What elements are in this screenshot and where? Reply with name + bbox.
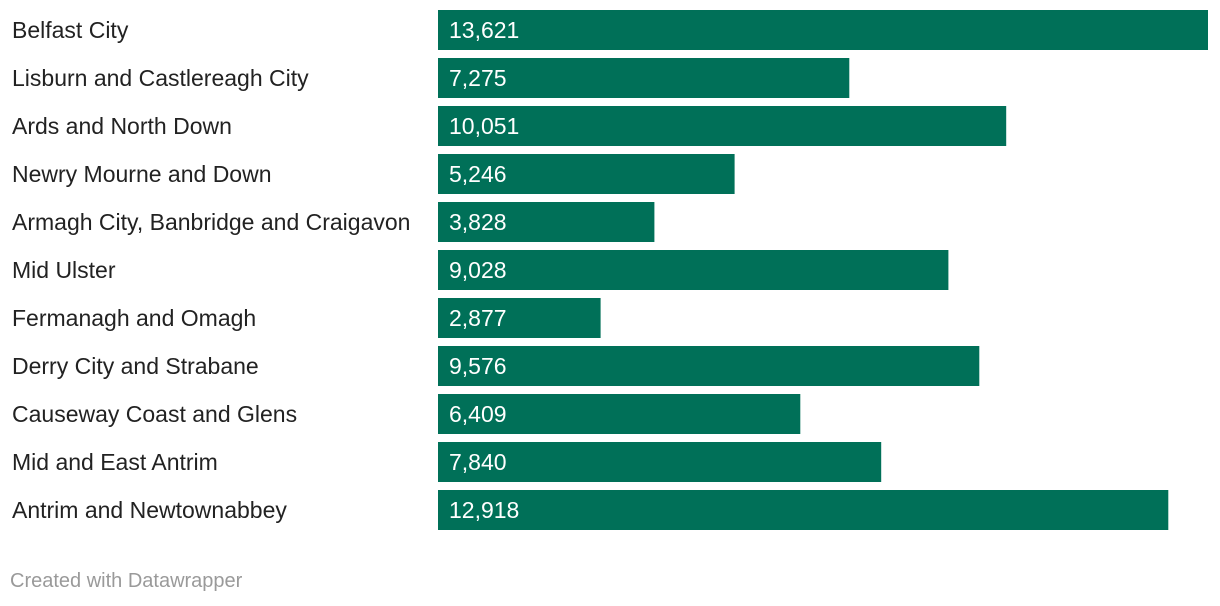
category-label: Causeway Coast and Glens (12, 401, 297, 427)
bar (438, 250, 949, 290)
bar (438, 106, 1007, 146)
category-label: Lisburn and Castlereagh City (12, 65, 309, 91)
bar (438, 442, 882, 482)
category-label: Belfast City (12, 17, 129, 43)
bar (438, 58, 850, 98)
category-label: Antrim and Newtownabbey (12, 497, 287, 523)
value-label: 10,051 (449, 113, 519, 139)
bar (438, 346, 980, 386)
category-label: Mid Ulster (12, 257, 116, 283)
bar (438, 202, 655, 242)
category-label: Fermanagh and Omagh (12, 305, 256, 331)
value-label: 7,275 (449, 65, 507, 91)
value-label: 9,576 (449, 353, 507, 379)
bar-row: Mid Ulster 9,028 (12, 250, 949, 290)
category-label: Derry City and Strabane (12, 353, 259, 379)
bar-row: Lisburn and Castlereagh City 7,275 (12, 58, 850, 98)
bar-row: Newry Mourne and Down 5,246 (12, 154, 735, 194)
value-label: 6,409 (449, 401, 507, 427)
value-label: 9,028 (449, 257, 507, 283)
bar-row: Armagh City, Banbridge and Craigavon 3,82… (12, 202, 655, 242)
category-label: Armagh City, Banbridge and Craigavon (12, 209, 410, 235)
value-label: 13,621 (449, 17, 519, 43)
bar-chart: Belfast City 13,621 Lisburn and Castlereag… (12, 10, 1208, 530)
value-label: 2,877 (449, 305, 507, 331)
bar-row: Mid and East Antrim 7,840 (12, 442, 882, 482)
bar (438, 298, 601, 338)
bar (438, 154, 735, 194)
bar-row: Antrim and Newtownabbey 12,918 (12, 490, 1169, 530)
value-label: 5,246 (449, 161, 507, 187)
category-label: Newry Mourne and Down (12, 161, 272, 187)
bar-row: Belfast City 13,621 (12, 10, 1208, 50)
bar (438, 490, 1169, 530)
bar (438, 394, 801, 434)
category-label: Ards and North Down (12, 113, 232, 139)
bar-row: Derry City and Strabane 9,576 (12, 346, 980, 386)
bar (438, 10, 1208, 50)
bar-row: Causeway Coast and Glens 6,409 (12, 394, 801, 434)
bar-row: Fermanagh and Omagh 2,877 (12, 298, 601, 338)
category-label: Mid and East Antrim (12, 449, 218, 475)
value-label: 7,840 (449, 449, 507, 475)
value-label: 12,918 (449, 497, 519, 523)
value-label: 3,828 (449, 209, 507, 235)
bar-row: Ards and North Down 10,051 (12, 106, 1007, 146)
datawrapper-credit: Created with Datawrapper (10, 570, 243, 592)
